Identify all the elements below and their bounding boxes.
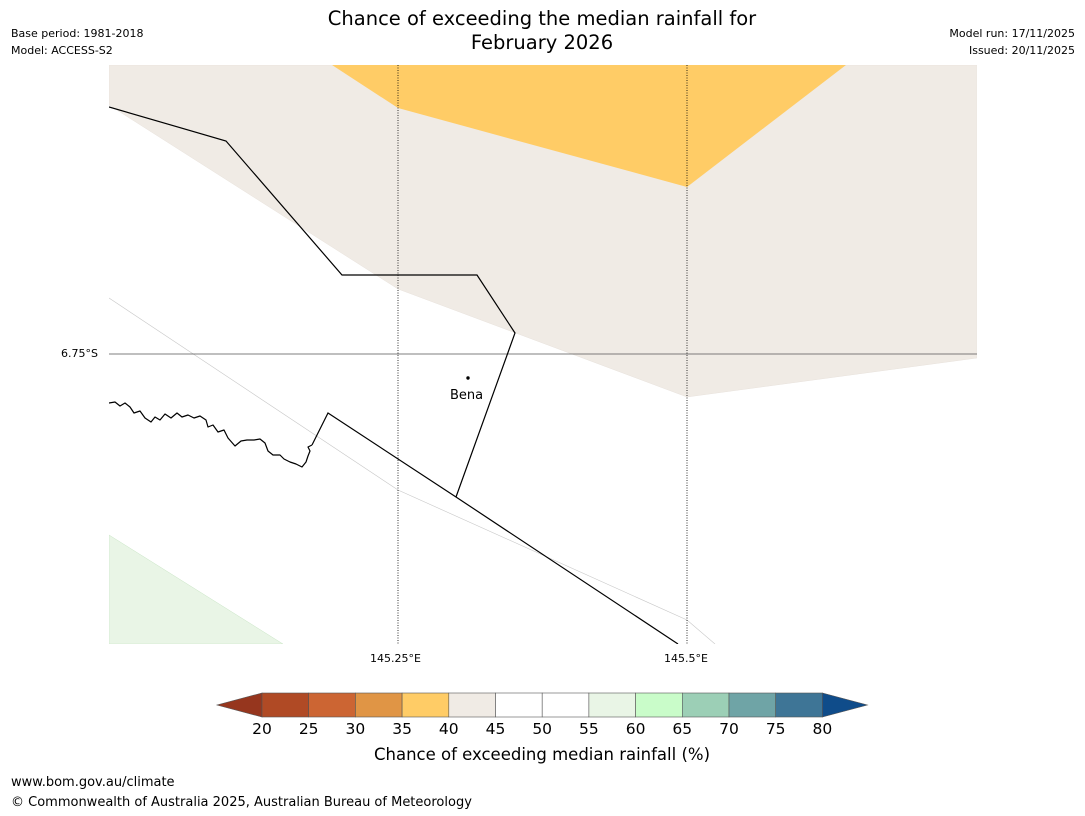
colorbar-tick-label: 70 (719, 720, 739, 738)
base-period: Base period: 1981-2018 (11, 27, 144, 40)
map-area (109, 65, 977, 644)
colorbar-segment (495, 692, 543, 718)
colorbar-tick-label: 55 (579, 720, 599, 738)
longitude-label-145-5: 145.5°E (664, 652, 708, 665)
probability-region-55-60 (109, 534, 284, 644)
town-marker-bena (466, 376, 470, 380)
river-line (109, 401, 313, 468)
colorbar-segment (681, 692, 730, 718)
model-run: Model run: 17/11/2025 (949, 27, 1075, 40)
colorbar-segment (448, 692, 496, 718)
map-title: Chance of exceeding the median rainfall … (192, 7, 892, 55)
colorbar-segment (775, 692, 823, 718)
colorbar-tick-label: 45 (485, 720, 506, 738)
colorbar-segment (401, 692, 450, 718)
colorbar-tick-label: 80 (812, 720, 833, 738)
colorbar-segment (261, 692, 310, 718)
colorbar-segment (541, 692, 590, 718)
province-boundary-south (311, 412, 679, 644)
issued-date: Issued: 20/11/2025 (968, 44, 1075, 57)
colorbar-under-arrow (215, 692, 263, 718)
colorbar-tick-label: 35 (392, 720, 412, 738)
model-name: Model: ACCESS-S2 (11, 44, 113, 57)
probability-region-35-40 (332, 65, 846, 187)
colorbar-segment (635, 692, 683, 718)
probability-region-40-45 (109, 65, 977, 398)
latitude-label: 6.75°S (61, 347, 98, 360)
title-line-1: Chance of exceeding the median rainfall … (327, 7, 757, 30)
colorbar-tick-label: 50 (532, 720, 553, 738)
contour-line (109, 297, 716, 644)
colorbar-tick-label: 20 (252, 720, 272, 738)
longitude-label-145-25: 145.25°E (370, 652, 421, 665)
colorbar-tick-label: 60 (625, 720, 646, 738)
title-line-2: February 2026 (470, 31, 614, 54)
colorbar-segment (728, 692, 777, 718)
colorbar-title: Chance of exceeding median rainfall (%) (373, 745, 711, 764)
colorbar-tick-label: 75 (765, 720, 786, 738)
meta-right: Model run: 17/11/2025 Issued: 20/11/2025 (949, 25, 1075, 59)
town-label-bena: Bena (450, 388, 484, 403)
colorbar-segment (308, 692, 356, 718)
colorbar-tick-label: 65 (672, 720, 693, 738)
colorbar-segment (588, 692, 636, 718)
meta-left: Base period: 1981-2018 Model: ACCESS-S2 (11, 25, 143, 59)
colorbar-segment (355, 692, 403, 718)
colorbar-tick-label: 40 (438, 720, 459, 738)
footer-copyright: © Commonwealth of Australia 2025, Austra… (11, 795, 472, 810)
colorbar-tick-label: 30 (345, 720, 366, 738)
footer-url[interactable]: www.bom.gov.au/climate (11, 775, 175, 790)
colorbar-over-arrow (822, 692, 869, 718)
province-boundary (109, 106, 516, 498)
colorbar-tick-label: 25 (298, 720, 319, 738)
